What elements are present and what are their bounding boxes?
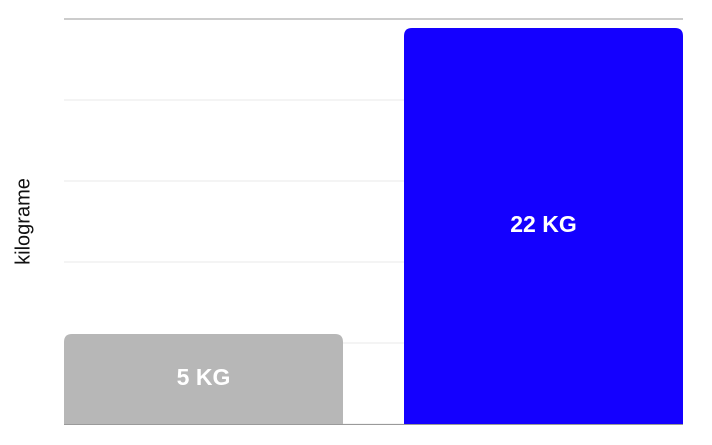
bar-value-label-1: 5 KG — [177, 364, 231, 390]
bar-1 — [64, 334, 343, 424]
bar-value-label-2: 22 KG — [510, 211, 576, 237]
bar-labels: 5 KG 22 KG — [177, 211, 577, 390]
bar-2 — [404, 28, 683, 424]
y-axis-label: kilograme — [12, 178, 34, 265]
bars — [64, 28, 683, 424]
